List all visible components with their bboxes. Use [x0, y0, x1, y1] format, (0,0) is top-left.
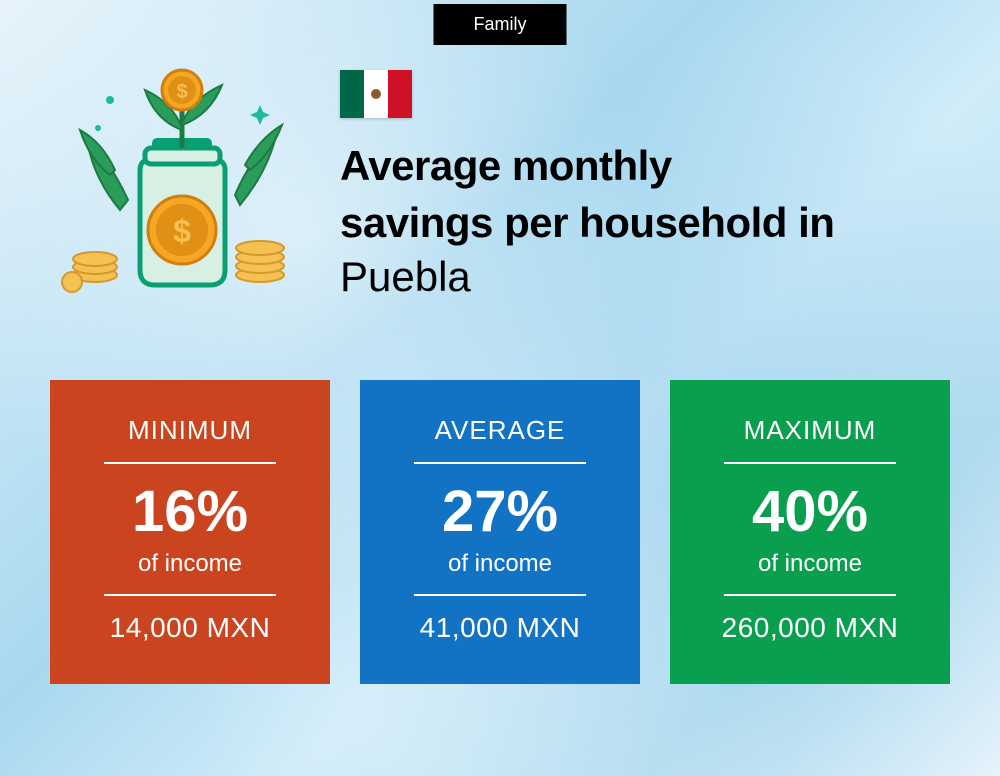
- flag-emblem-icon: [371, 89, 381, 99]
- coin-stack-left-icon: [62, 252, 117, 292]
- card-label: MINIMUM: [75, 415, 305, 446]
- card-percent: 40%: [695, 480, 925, 544]
- header: $ $: [60, 60, 940, 301]
- card-subtext: of income: [75, 550, 305, 578]
- savings-illustration: $ $: [60, 60, 300, 300]
- divider: [414, 462, 587, 464]
- category-badge: Family: [434, 4, 567, 45]
- card-amount: 41,000 MXN: [385, 612, 615, 644]
- title-block: Average monthly savings per household in…: [340, 60, 834, 301]
- svg-text:$: $: [173, 213, 191, 249]
- stat-cards: MINIMUM 16% of income 14,000 MXN AVERAGE…: [50, 380, 950, 684]
- card-label: AVERAGE: [385, 415, 615, 446]
- divider: [104, 462, 277, 464]
- card-average: AVERAGE 27% of income 41,000 MXN: [360, 380, 640, 684]
- svg-text:$: $: [176, 81, 187, 103]
- jar-coin-icon: $: [148, 196, 216, 264]
- card-amount: 14,000 MXN: [75, 612, 305, 644]
- card-amount: 260,000 MXN: [695, 612, 925, 644]
- flag-stripe-red: [388, 70, 412, 118]
- card-minimum: MINIMUM 16% of income 14,000 MXN: [50, 380, 330, 684]
- flag-stripe-green: [340, 70, 364, 118]
- card-subtext: of income: [695, 550, 925, 578]
- title-city: Puebla: [340, 253, 834, 301]
- card-label: MAXIMUM: [695, 415, 925, 446]
- card-subtext: of income: [385, 550, 615, 578]
- flag-stripe-white: [364, 70, 388, 118]
- title-line-2: savings per household in: [340, 195, 834, 252]
- card-maximum: MAXIMUM 40% of income 260,000 MXN: [670, 380, 950, 684]
- divider: [724, 462, 897, 464]
- divider: [724, 594, 897, 596]
- top-coin-icon: $: [162, 70, 202, 110]
- title-line-1: Average monthly: [340, 138, 834, 195]
- card-percent: 27%: [385, 480, 615, 544]
- divider: [104, 594, 277, 596]
- divider: [414, 594, 587, 596]
- coin-stack-right-icon: [236, 241, 284, 282]
- mexico-flag-icon: [340, 70, 412, 118]
- card-percent: 16%: [75, 480, 305, 544]
